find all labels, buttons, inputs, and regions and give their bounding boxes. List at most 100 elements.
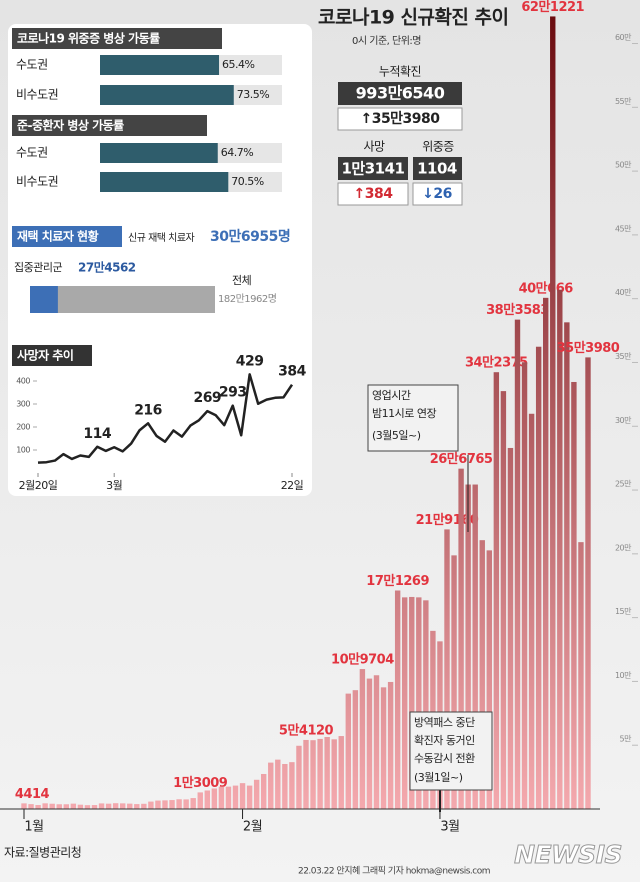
bar xyxy=(345,693,351,809)
bar xyxy=(148,801,154,809)
total-bar xyxy=(30,286,215,313)
y-tick-label: 40만 xyxy=(615,288,632,297)
bar xyxy=(225,786,232,809)
y-tick-label: 45만 xyxy=(615,224,632,233)
bar xyxy=(77,804,84,809)
value-label: 17만1269 xyxy=(366,573,429,589)
bar xyxy=(100,143,218,163)
summary-value: 1만3141 xyxy=(342,160,405,178)
summary-value: 1104 xyxy=(417,160,457,178)
value-label: 4414 xyxy=(15,787,50,802)
bar xyxy=(49,803,55,809)
summary-box xyxy=(413,157,462,180)
logo: NEWSIS xyxy=(514,840,622,869)
bar xyxy=(338,736,344,809)
bar xyxy=(28,804,34,809)
bar xyxy=(557,289,563,809)
bar xyxy=(402,597,408,809)
bar xyxy=(162,800,168,809)
value-label: 40만666 xyxy=(519,280,574,296)
annotation-text: (3월5일~) xyxy=(372,428,421,442)
total-label: 전체 xyxy=(232,274,251,287)
bar xyxy=(218,786,225,809)
bar xyxy=(585,357,591,809)
bar xyxy=(493,372,500,809)
bar xyxy=(550,16,556,809)
chart-title: 코로나19 신규확진 추이 xyxy=(318,6,509,29)
summary-box xyxy=(337,182,409,206)
section-title: 준-중환자 병상 가동률 xyxy=(17,118,124,133)
section-title: 사망자 추이 xyxy=(17,348,73,363)
bar xyxy=(127,803,133,809)
y-tick-label: 55만 xyxy=(615,97,632,106)
summary-label: 누적확진 xyxy=(379,65,421,79)
y-tick-label: 25만 xyxy=(615,480,632,489)
x-tick-label: 22일 xyxy=(281,478,304,492)
annotation-text: 수동감시 전환 xyxy=(414,752,475,765)
bar xyxy=(253,779,260,809)
annotation-box xyxy=(409,711,493,791)
annotation-box xyxy=(367,384,459,452)
value-label: 216 xyxy=(134,402,162,418)
x-tick-label: 1월 xyxy=(24,820,43,835)
bar xyxy=(394,590,401,809)
value-label: 269 xyxy=(193,390,221,406)
bar xyxy=(528,413,535,809)
section-header xyxy=(12,345,92,366)
bar xyxy=(331,739,337,809)
bar xyxy=(84,805,91,809)
value-label: 73.5% xyxy=(237,88,269,101)
bar xyxy=(134,804,140,809)
bar xyxy=(303,739,309,809)
summary-box xyxy=(338,82,462,105)
bar xyxy=(352,690,359,809)
bar xyxy=(211,788,218,809)
bar xyxy=(98,803,105,809)
bar xyxy=(100,55,220,75)
bar xyxy=(514,319,521,809)
region-label: 수도권 xyxy=(16,146,48,160)
bar xyxy=(21,803,27,809)
managed-value: 27만4562 xyxy=(78,260,136,275)
bar xyxy=(543,297,549,809)
bar xyxy=(197,792,203,809)
x-tick-label: 3월 xyxy=(106,479,122,492)
bar xyxy=(451,555,457,809)
bar xyxy=(232,785,239,809)
section-header xyxy=(12,28,222,49)
annotation-text: 확진자 동거인 xyxy=(414,734,475,747)
summary-label: 사망 xyxy=(363,140,385,154)
bar xyxy=(324,737,330,809)
value-label: 65.4% xyxy=(222,58,254,71)
section-title: 재택 치료자 현황 xyxy=(17,229,99,244)
bar xyxy=(282,763,288,809)
y-tick-label: 15만 xyxy=(615,607,632,616)
summary-change: ↑384 xyxy=(354,186,394,202)
y-tick-label: 100 xyxy=(16,446,30,455)
section-header xyxy=(12,115,207,136)
y-tick-label: 300 xyxy=(16,400,30,409)
bar xyxy=(176,799,182,809)
bar xyxy=(169,800,175,809)
section-header xyxy=(12,226,122,247)
summary-box xyxy=(412,182,463,206)
value-label: 62만1221 xyxy=(521,0,584,15)
bar xyxy=(70,803,77,809)
value-label: 429 xyxy=(236,353,264,369)
x-tick-label: 3월 xyxy=(440,820,459,835)
y-tick-label: 5만 xyxy=(620,735,633,744)
bar xyxy=(465,484,471,809)
home-new-label: 신규 재택 치료자 xyxy=(128,232,195,244)
value-label: 5만4120 xyxy=(279,722,334,738)
value-label: 1만3009 xyxy=(173,775,228,791)
summary-box xyxy=(337,107,463,131)
panel-content: 코로나19 위중증 병상 가동률 준-중환자 병상 가동률 재택 치료자 현황 … xyxy=(12,28,307,492)
bar xyxy=(359,669,366,809)
managed-label: 집중관리군 xyxy=(14,261,62,274)
bar xyxy=(183,799,189,809)
section-title: 코로나19 위중증 병상 가동률 xyxy=(17,31,160,46)
bar xyxy=(521,362,528,809)
bar xyxy=(409,596,415,809)
bar xyxy=(100,85,234,105)
